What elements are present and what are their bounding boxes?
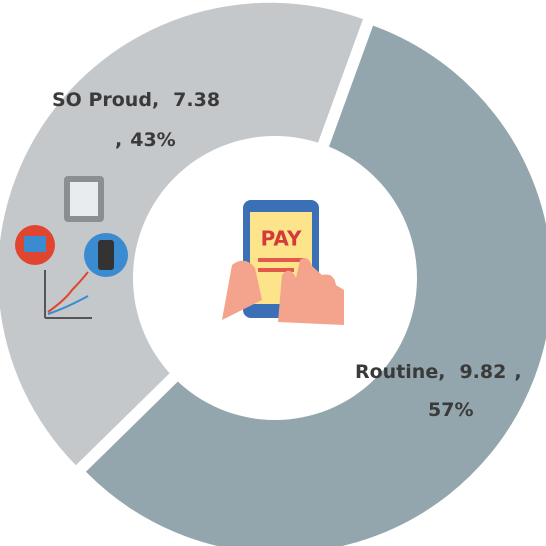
label-category: Routine: [355, 361, 438, 383]
data-label: 57%: [428, 399, 473, 421]
data-label: SO Proud, 7.38: [52, 89, 220, 111]
icon-glyph: PAY: [261, 227, 302, 251]
label-value: 7.38: [173, 89, 220, 111]
data-label: Routine, 9.82,: [355, 361, 522, 383]
label-percent: 57%: [428, 399, 473, 421]
label-value: 9.82: [459, 361, 506, 383]
label-separator: ,: [115, 129, 122, 151]
label-percent: 43%: [130, 129, 175, 151]
label-separator: ,: [514, 361, 521, 383]
labels: SO Proud, 7.38, 43% Routine, 9.82, 57%: [52, 89, 522, 421]
label-separator: ,: [152, 89, 159, 111]
data-label: , 43%: [115, 129, 176, 151]
side-icons: [15, 176, 128, 319]
label-category: SO Proud: [52, 89, 152, 111]
pay-icon: PAY: [222, 200, 344, 325]
label-separator: ,: [438, 361, 445, 383]
